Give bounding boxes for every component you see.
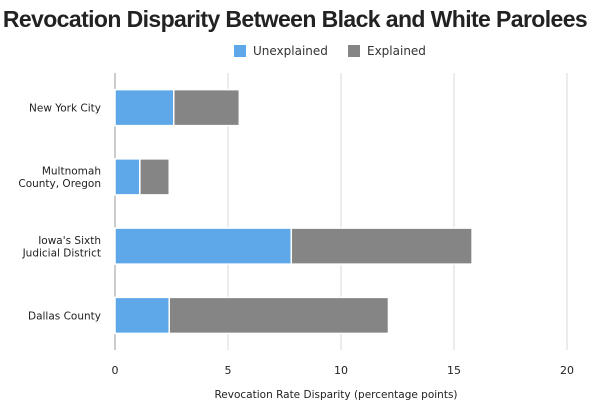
x-tick-label: 10: [334, 364, 348, 377]
bar-explained: [168, 296, 390, 335]
category-label: Iowa's Sixth: [38, 235, 101, 247]
chart-title: Revocation Disparity Between Black and W…: [2, 6, 588, 32]
legend-swatch-unexplained: [234, 45, 246, 57]
bar-explained: [139, 158, 170, 196]
x-axis-label: Revocation Rate Disparity (percentage po…: [214, 389, 457, 401]
legend-item-unexplained: Unexplained: [234, 44, 328, 58]
bar-explained: [173, 88, 241, 127]
x-tick-label: 0: [112, 364, 119, 377]
category-label: New York City: [29, 103, 101, 115]
legend-swatch-explained: [348, 45, 360, 57]
x-tick-label: 15: [447, 364, 461, 377]
x-tick-label: 5: [225, 364, 232, 377]
bar-explained: [290, 227, 473, 265]
category-label: Judicial District: [22, 247, 101, 259]
category-label: County, Oregon: [18, 178, 101, 190]
legend-item-explained: Explained: [348, 44, 426, 58]
category-label: Multnomah: [42, 166, 101, 178]
x-tick-label: 20: [560, 364, 574, 377]
bar-unexplained: [114, 296, 170, 335]
bar-unexplained: [114, 88, 175, 127]
legend-label-unexplained: Unexplained: [253, 44, 328, 58]
bar-unexplained: [114, 158, 141, 196]
legend-label-explained: Explained: [367, 44, 426, 58]
category-label: Dallas County: [28, 310, 101, 322]
bar-unexplained: [114, 227, 293, 265]
